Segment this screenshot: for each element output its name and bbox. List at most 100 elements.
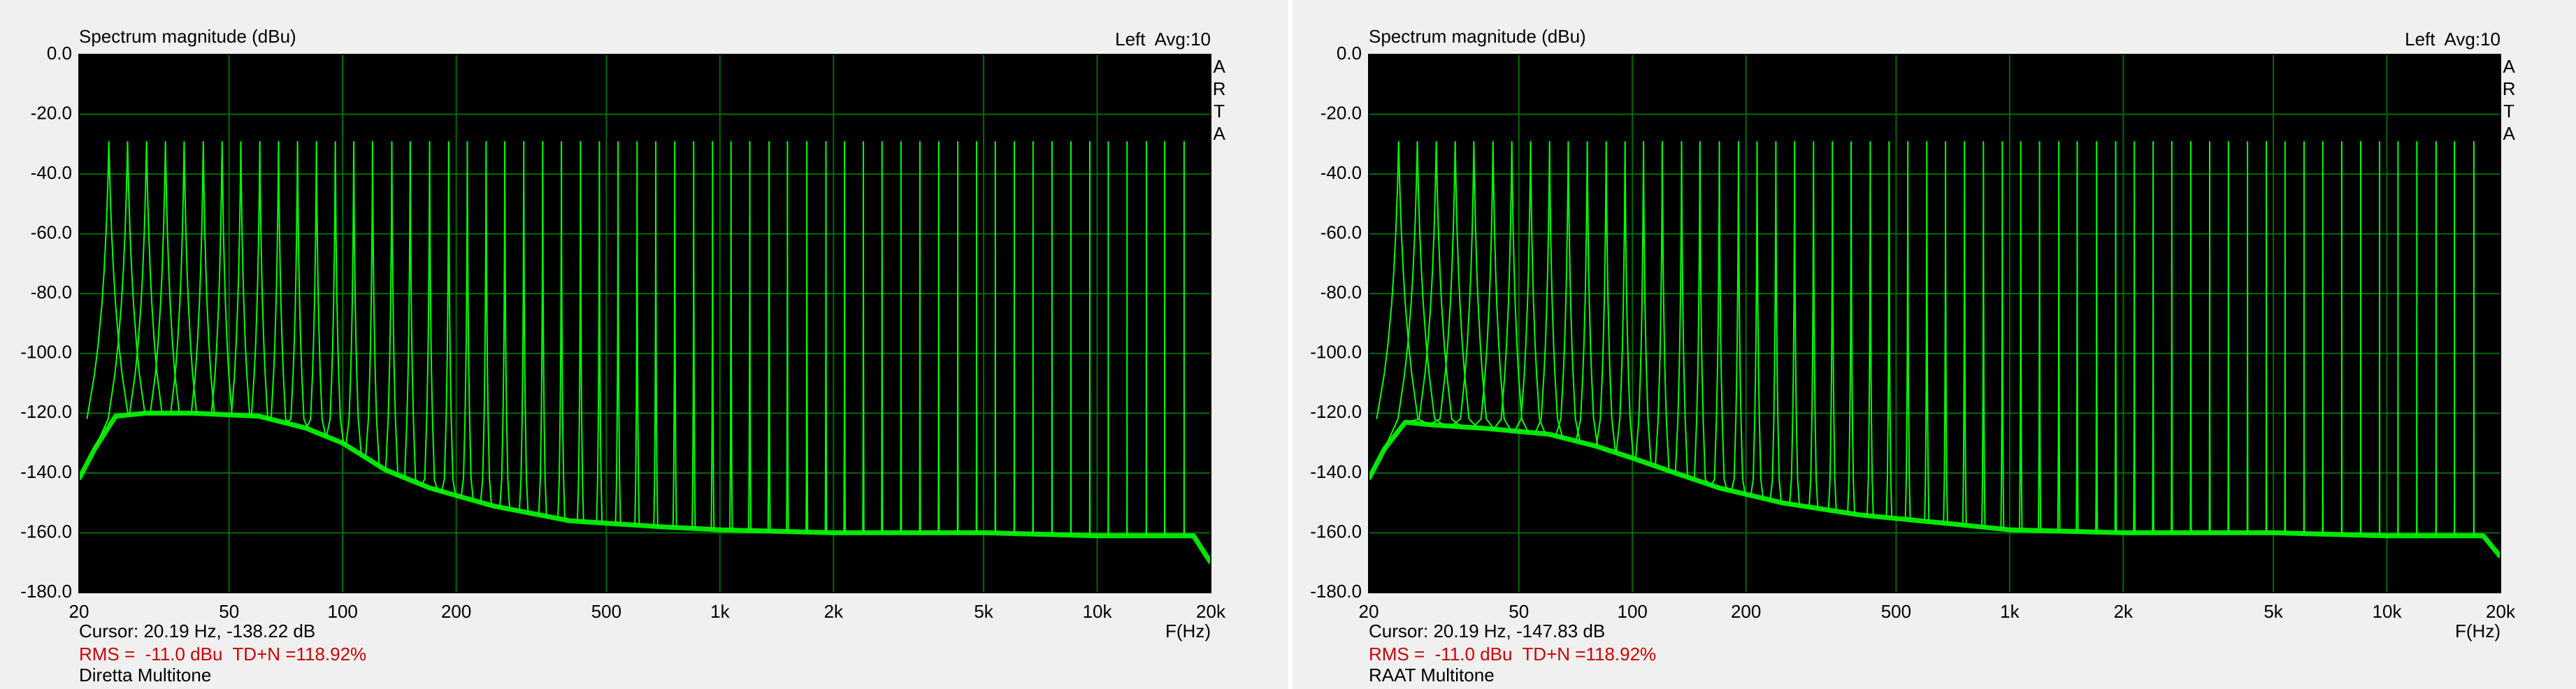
tone-peak [250,141,268,419]
tone-peak [1616,141,1634,459]
tone-peak [1730,141,1746,495]
tone-peak [365,141,380,466]
y-tick-label: -20.0 [31,102,72,123]
tone-peak [710,141,715,530]
plot-area [79,55,1211,593]
tone-peak [805,141,809,532]
tone-peak [1827,141,1837,512]
tone-peak [403,141,419,484]
tone-peak [519,141,529,513]
tone-peak [93,141,146,451]
x-tick-label: 2k [824,601,844,622]
tone-peak [421,141,438,491]
tone-peak [2265,141,2268,533]
cursor-readout: Cursor: 20.19 Hz, -147.83 dB [1369,621,1605,641]
channel-info: Left Avg:10 [2405,29,2501,50]
y-tick-label: -180.0 [20,581,72,602]
tone-peak [937,141,940,533]
y-tick-label: -60.0 [1321,222,1362,243]
trace-group [79,141,1211,565]
tone-peak [1595,141,1616,453]
tone-peak [1885,141,1893,518]
tone-peak [1962,141,1967,525]
tone-peak [2152,141,2154,533]
tone-peak [1674,141,1689,477]
chart-title: Spectrum magnitude (dBu) [79,26,296,47]
tone-peak [210,141,233,415]
x-tick-label: 100 [328,601,358,622]
tone-peak [1769,141,1783,503]
tone-peak [538,141,547,516]
tone-peak [2189,141,2192,533]
tone-peak [2171,141,2173,533]
tone-peak [440,141,456,495]
plot-border [78,54,1211,593]
y-tick-label: 0.0 [47,43,72,64]
tone-peak [1690,141,1709,485]
tone-peak [266,141,291,425]
noise-floor [1369,419,2501,558]
x-tick-label: 200 [1731,601,1761,622]
x-tick-label: 1k [2000,601,2020,622]
y-tick-label: -100.0 [20,342,72,363]
x-tick-label: 20 [1359,601,1379,622]
x-tick-label: 500 [591,601,621,622]
y-tick-label: -20.0 [1321,102,1362,123]
tone-peak [2133,141,2136,533]
tone-peak [231,141,251,416]
tone-peak [1376,141,1430,426]
tone-peak [2246,141,2249,533]
x-tick-label: 1k [710,601,730,622]
tone-peak [900,141,902,533]
tone-peak [285,141,309,430]
tone-peak [1634,141,1652,465]
tone-peak [1428,141,1478,428]
watermark: ARTA [2498,56,2519,145]
y-tick-label: -80.0 [1321,282,1362,303]
plot-area [1369,55,2501,593]
y-tick-label: -180.0 [1310,581,1362,602]
tone-peak [1711,141,1728,491]
y-tick-label: -80.0 [31,282,72,303]
x-tick-label: 20k [2486,601,2516,622]
y-tick-label: 0.0 [1337,43,1362,64]
tone-peak [919,141,921,533]
tone-peak [2227,141,2230,533]
tone-peak [1534,141,1564,438]
noise-floor [79,410,1211,565]
plot-border [1368,54,2501,593]
tone-peak [691,141,696,529]
x-tick-label: 5k [974,601,993,622]
y-tick-label: -60.0 [31,222,72,243]
tone-peak [150,141,180,414]
x-tick-label: 20k [1196,601,1226,622]
tone-peak [634,141,640,525]
tone-peak [129,141,163,415]
tone-peak [2303,141,2305,534]
x-tick-label: 50 [1509,601,1529,622]
tone-peak [1924,141,1930,522]
tone-peak [2075,141,2079,532]
tone-peak [2057,141,2061,532]
cursor-readout: Cursor: 20.19 Hz, -138.22 dB [79,621,315,641]
tone-peak [1789,141,1800,506]
tone-peak [729,141,733,530]
tone-peak [2340,141,2343,535]
tone-peak [1904,141,1911,520]
tone-peak [1750,141,1764,499]
tone-peak [614,141,621,525]
tone-peak [2284,141,2287,533]
tone-peak [843,141,847,533]
y-tick-label: -160.0 [1310,521,1362,542]
caption: RAAT Multitone [1369,665,1495,686]
tone-peak [460,141,475,501]
tone-peak [1943,141,1948,524]
tone-peak [824,141,828,533]
y-tick-label: -140.0 [1310,461,1362,482]
x-tick-label: 200 [441,601,471,622]
x-tick-label: 10k [1083,601,1113,622]
rms-readout: RMS = -11.0 dBu TD+N =118.92% [1369,644,1656,665]
tone-peak [326,141,345,444]
chart-panel: 0.0 -20.0 -40.0 -60.0 -80.0 -100.0 -120.0 -140.… [20,26,1230,686]
tone-peak [2019,141,2023,530]
